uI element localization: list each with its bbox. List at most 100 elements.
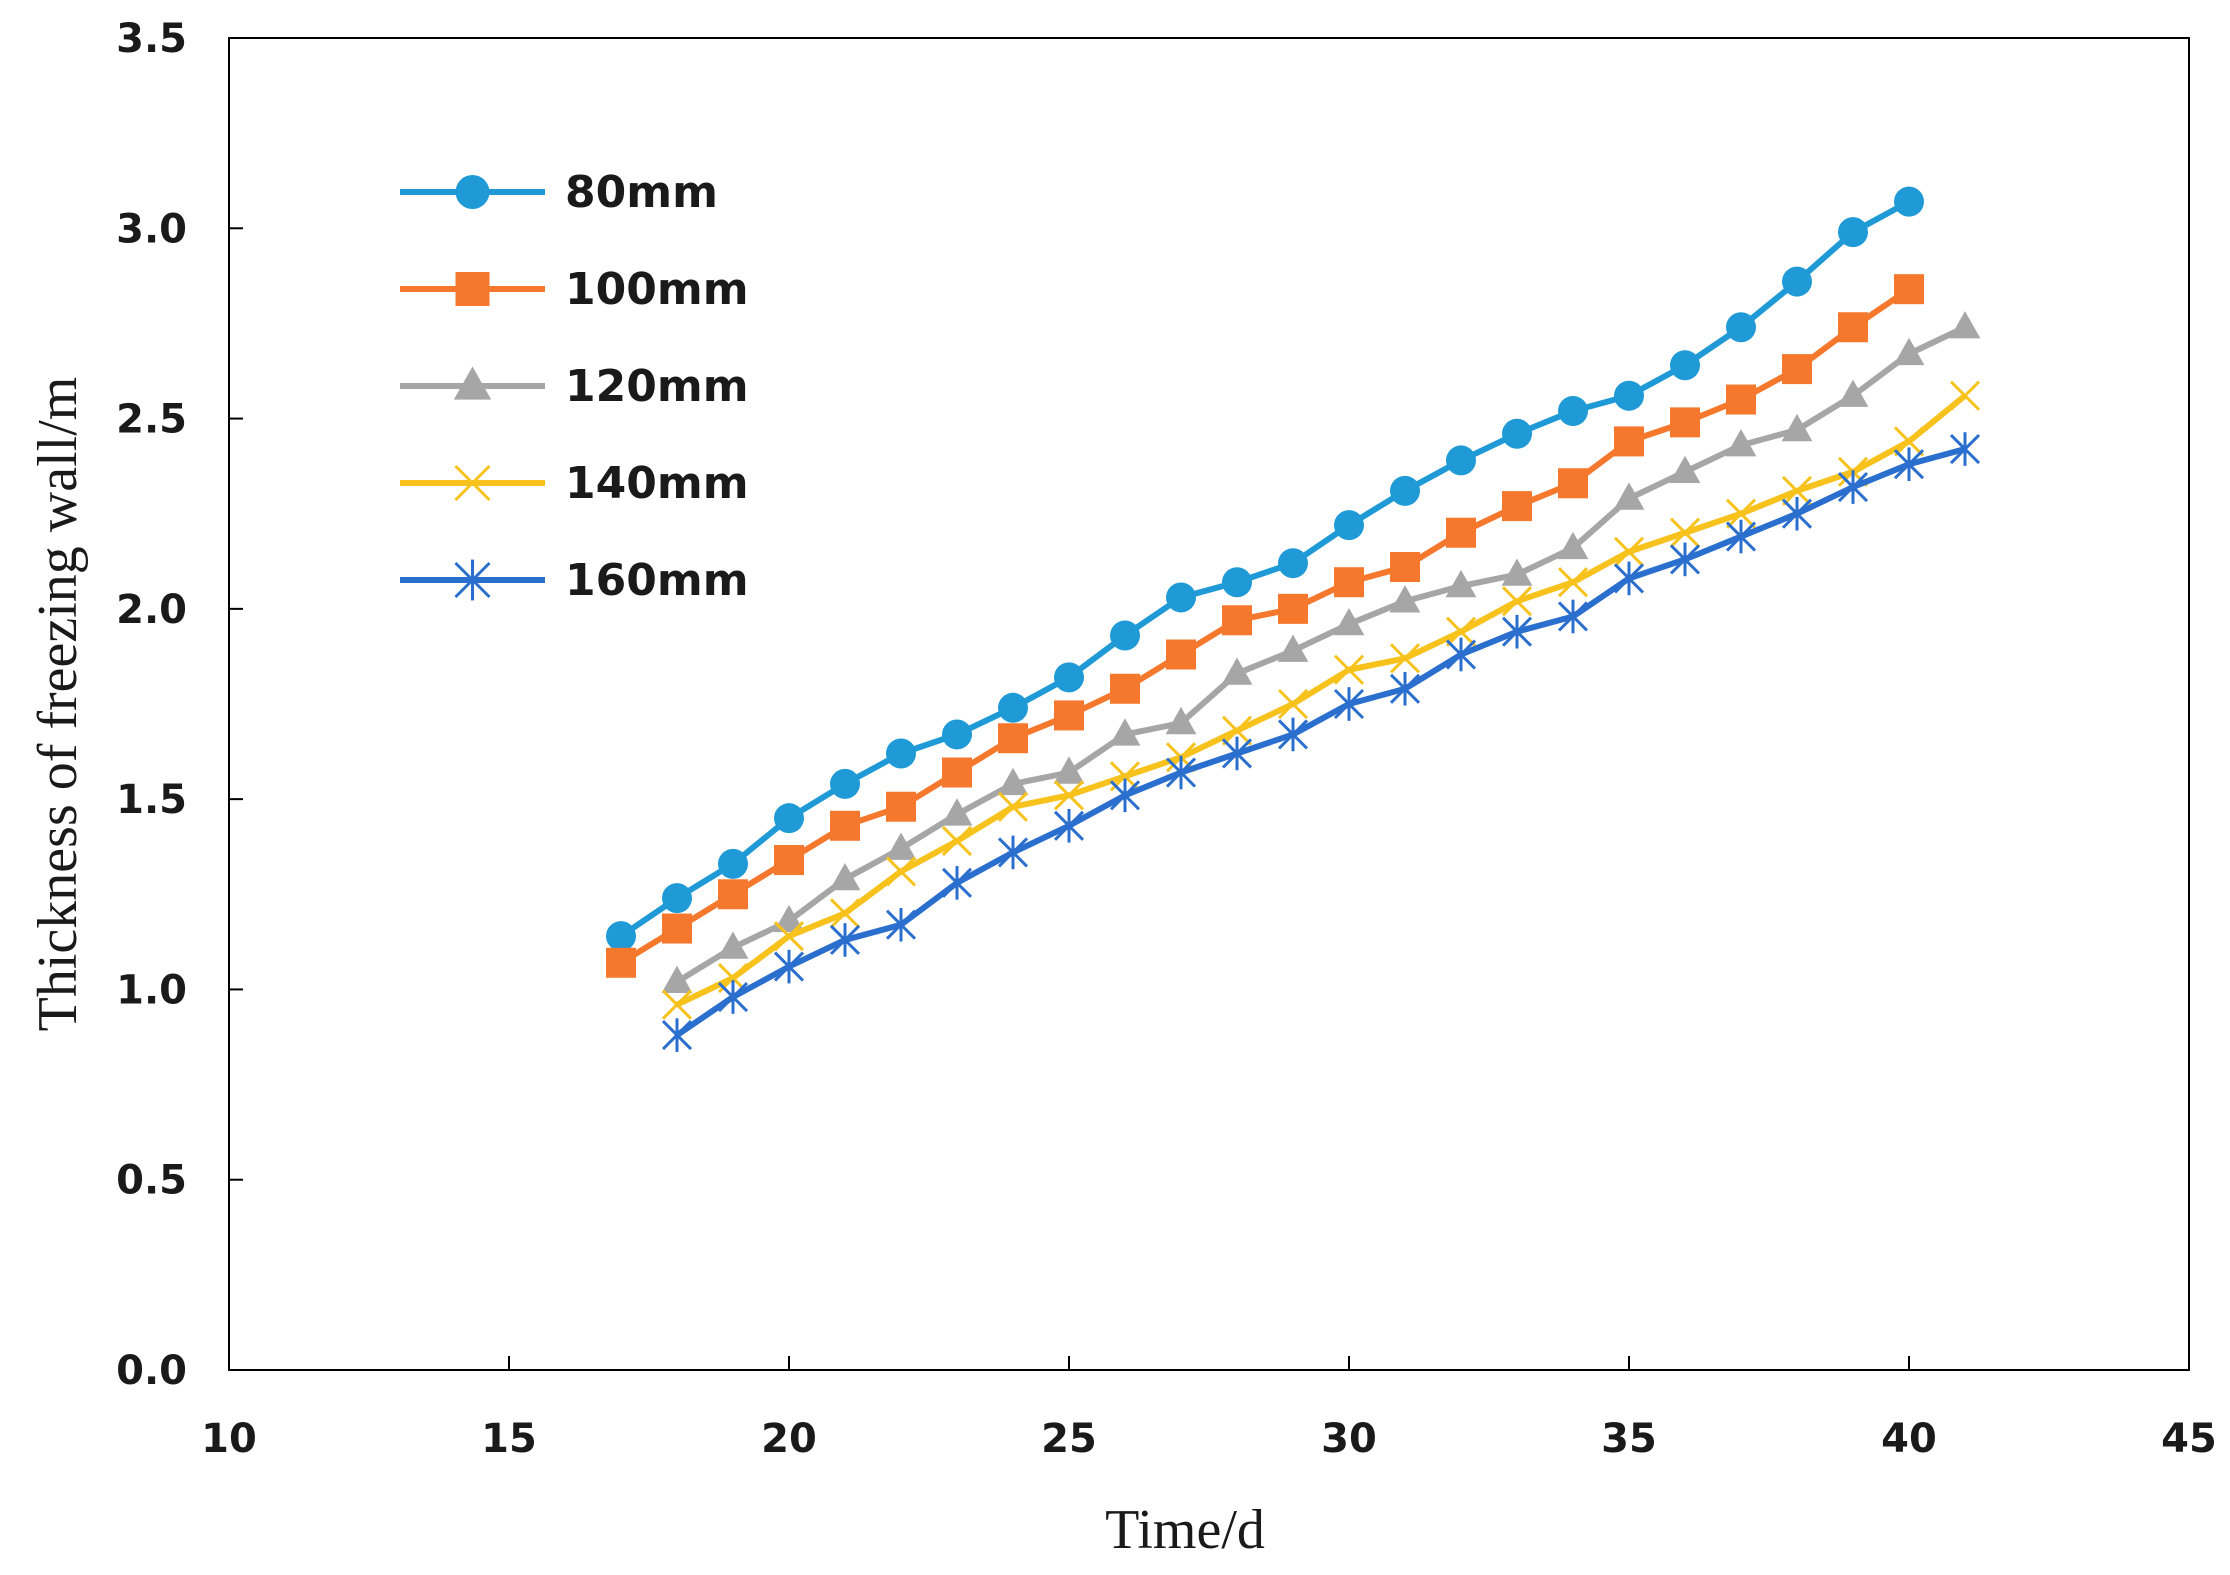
data-point (997, 767, 1029, 796)
data-point (1110, 620, 1140, 651)
data-point (1278, 548, 1308, 579)
data-point (941, 825, 973, 857)
data-point (1893, 337, 1925, 366)
data-point (885, 832, 917, 860)
legend-marker (454, 464, 491, 502)
data-point (1781, 413, 1813, 442)
data-point (1726, 384, 1756, 415)
series-line (619, 286, 1911, 966)
data-point (1166, 582, 1196, 613)
data-point (941, 798, 973, 826)
data-point (1390, 475, 1420, 506)
legend-item: 140mm (400, 458, 749, 509)
data-point (773, 949, 805, 984)
data-point (773, 921, 805, 952)
y-tick-label: 3.5 (116, 16, 187, 62)
y-tick-label: 1.0 (116, 967, 187, 1013)
data-point (885, 907, 917, 942)
data-point (1446, 517, 1476, 548)
y-tick-label: 3.0 (116, 206, 187, 252)
x-tick-label: 20 (761, 1416, 817, 1462)
data-point (1221, 736, 1253, 771)
data-point (718, 879, 748, 910)
data-point (1333, 687, 1365, 721)
data-point (1445, 616, 1477, 647)
series-line (675, 393, 1967, 1008)
data-point (1726, 312, 1756, 343)
data-point (942, 719, 972, 750)
data-point (1053, 756, 1085, 784)
series-layer (606, 186, 1981, 1052)
data-point (1054, 700, 1084, 731)
data-point (606, 921, 636, 952)
data-point (1165, 755, 1197, 790)
data-point (997, 791, 1029, 822)
data-point (606, 947, 636, 978)
series-140mm (661, 380, 1981, 1020)
data-point (1501, 558, 1533, 586)
legend-item: 80mm (400, 167, 718, 218)
data-point (1278, 593, 1308, 624)
series-80mm (606, 186, 1924, 952)
data-point (1502, 491, 1532, 522)
data-point (1502, 418, 1532, 449)
data-point (774, 803, 804, 834)
data-point (886, 791, 916, 822)
legend-label: 100mm (565, 264, 749, 315)
legend-item: 120mm (400, 361, 749, 412)
data-point (1221, 657, 1253, 685)
data-point (662, 913, 692, 944)
legend-marker (455, 272, 490, 306)
data-point (1669, 542, 1701, 577)
data-point (829, 862, 861, 891)
data-point (998, 692, 1028, 723)
data-point (1781, 496, 1813, 531)
data-point (1558, 395, 1588, 426)
data-point (1613, 536, 1645, 567)
data-point (1613, 561, 1645, 596)
series-160mm (661, 432, 1981, 1052)
data-point (1109, 778, 1141, 813)
data-point (1557, 599, 1589, 634)
series-100mm (606, 274, 1924, 978)
data-point (1894, 186, 1924, 217)
series-line (675, 446, 1966, 1038)
data-point (885, 856, 917, 887)
data-point (1501, 614, 1533, 649)
series-line (675, 324, 1967, 985)
data-point (1613, 482, 1645, 510)
y-tick-label: 0.0 (116, 1348, 187, 1394)
data-point (1389, 671, 1421, 706)
data-point (1670, 407, 1700, 438)
data-point (1782, 266, 1812, 297)
legend-label: 160mm (565, 555, 749, 606)
data-point (1893, 426, 1925, 457)
data-point (1782, 354, 1812, 385)
data-point (1949, 380, 1981, 411)
data-point (941, 866, 973, 900)
data-point (1222, 605, 1252, 636)
legend-label: 80mm (565, 167, 718, 218)
legend-item: 100mm (400, 264, 749, 315)
data-point (1333, 654, 1365, 685)
data-point (1669, 455, 1701, 484)
x-axis-title: Time/d (1105, 1499, 1265, 1561)
x-tick-label: 15 (481, 1416, 537, 1462)
x-tick-label: 45 (2161, 1416, 2217, 1462)
y-axis-title: Thickness of freezing wall/m (27, 377, 89, 1032)
data-point (1109, 718, 1141, 746)
x-axis: 10 15 20 25 30 35 40 45 (201, 1356, 2217, 1462)
data-point (1614, 380, 1644, 411)
data-point (1446, 445, 1476, 476)
data-point (1949, 311, 1981, 339)
data-point (886, 738, 916, 769)
data-point (717, 931, 749, 959)
data-point (1165, 706, 1197, 735)
data-point (1837, 470, 1869, 504)
series-line (619, 199, 1911, 939)
data-point (1558, 468, 1588, 499)
series-120mm (661, 311, 1981, 994)
data-point (829, 898, 861, 929)
data-point (1557, 531, 1589, 560)
data-point (1166, 639, 1196, 670)
